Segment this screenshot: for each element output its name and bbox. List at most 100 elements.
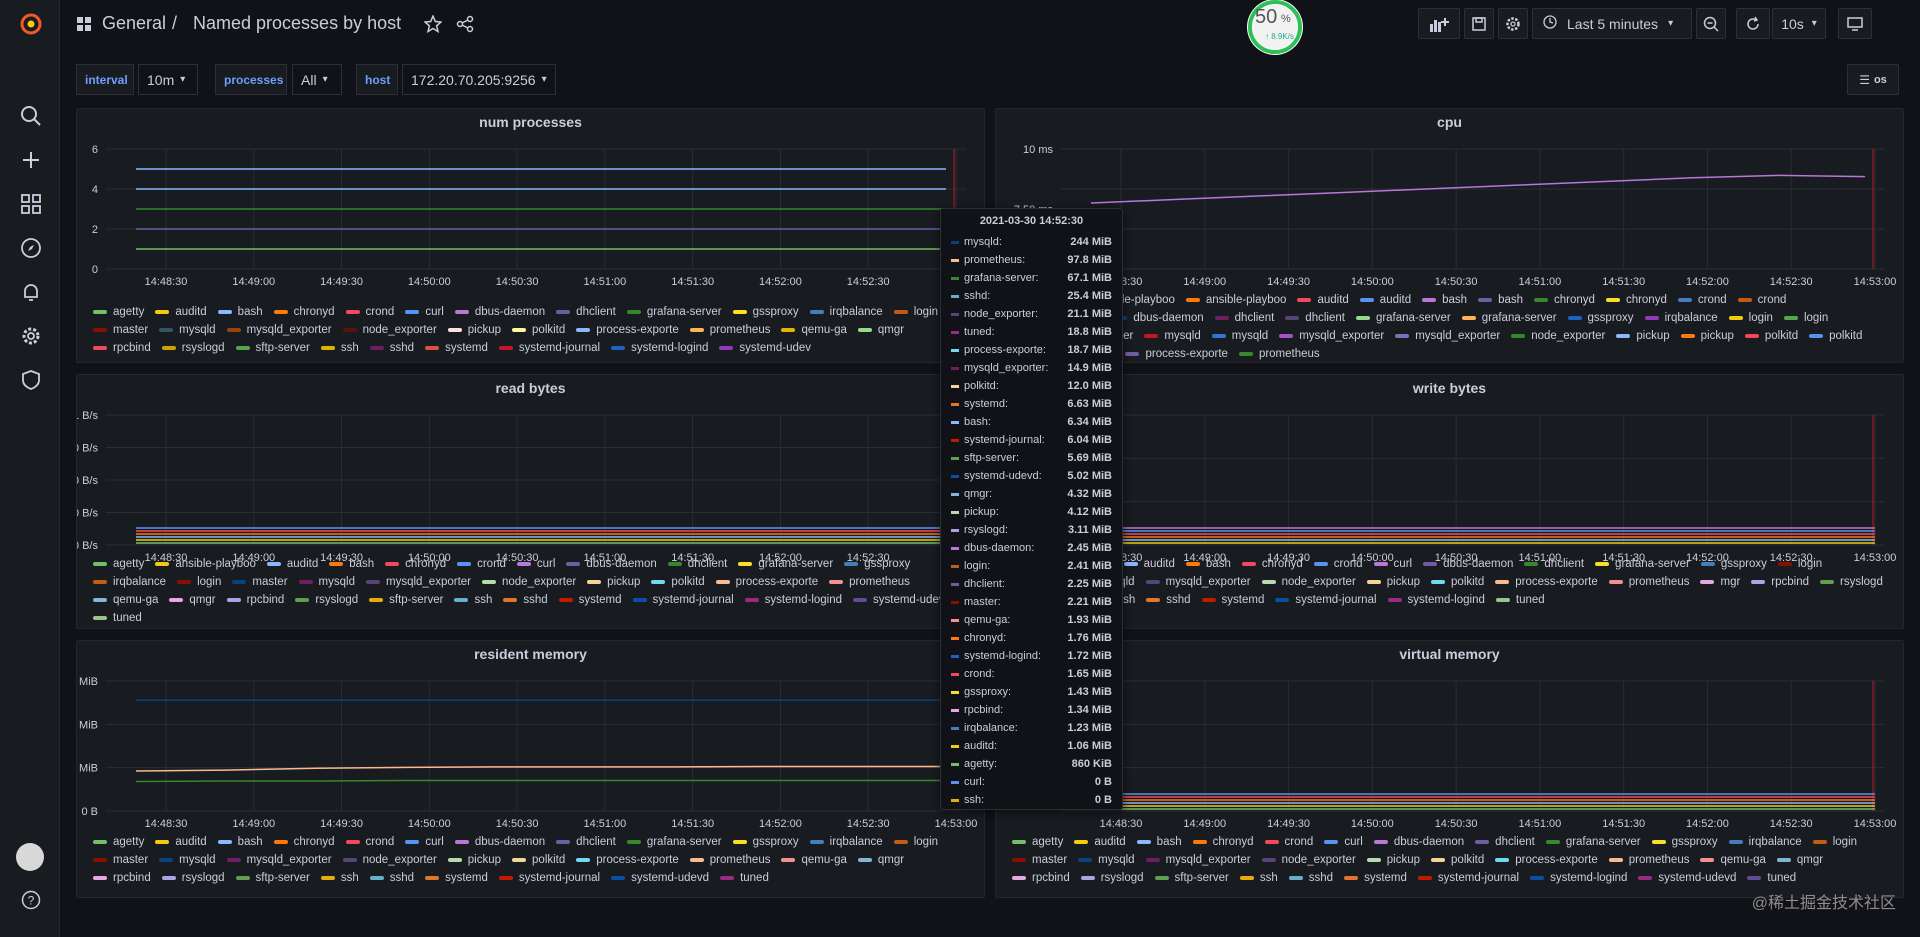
panel-read-bytes[interactable]: read bytes 1 B/s 0.750 B/s 0.500 B/s 0.250 B… (76, 374, 985, 629)
legend-item[interactable]: ssh (1239, 869, 1278, 887)
legend-item[interactable]: rpcbind (226, 591, 284, 609)
legend-item[interactable]: pickup (1366, 851, 1420, 869)
legend-item[interactable]: auditd (1123, 555, 1175, 573)
refresh-icon[interactable] (1736, 8, 1770, 39)
legend-item[interactable]: node_exporter (342, 851, 437, 869)
legend-item[interactable]: auditd (155, 833, 207, 851)
legend-item[interactable]: irqbalance (93, 573, 166, 591)
legend-item[interactable]: ssh (320, 869, 359, 887)
legend-item[interactable]: curl (1373, 555, 1412, 573)
legend-item[interactable]: qmgr (857, 851, 904, 869)
os-link-button[interactable]: ☰ os (1847, 64, 1899, 95)
legend-item[interactable]: prometheus (1238, 345, 1320, 362)
legend-item[interactable]: chronyd (273, 303, 335, 321)
legend-item[interactable]: auditd (1074, 833, 1126, 851)
legend-item[interactable]: tuned (1747, 869, 1796, 887)
legend-item[interactable]: bash (1185, 555, 1231, 573)
legend-item[interactable]: qmgr (857, 321, 904, 339)
panel-title[interactable]: resident memory (474, 646, 587, 662)
legend-item[interactable]: login (177, 573, 221, 591)
legend-item[interactable]: pickup (587, 573, 640, 591)
legend-item[interactable]: dbus-daemon (1113, 309, 1204, 327)
legend-item[interactable]: irqbalance (809, 303, 883, 321)
zoom-out-icon[interactable] (1696, 8, 1726, 39)
legend-item[interactable]: curl (405, 303, 444, 321)
legend-item[interactable]: prometheus (689, 321, 770, 339)
legend-item[interactable]: chronyd (1241, 555, 1303, 573)
legend-item[interactable]: node_exporter (482, 573, 576, 591)
legend-item[interactable]: qemu-ga (781, 321, 847, 339)
legend-item[interactable]: gssproxy (844, 555, 910, 573)
legend-item[interactable]: crond (345, 303, 394, 321)
legend-item[interactable]: bash (217, 833, 263, 851)
legend-item[interactable]: mysqld (298, 573, 355, 591)
legend-item[interactable]: dbus-daemon (1373, 833, 1464, 851)
time-range-picker[interactable]: Last 5 minutes ▾ (1532, 8, 1692, 39)
panel-resident-memory[interactable]: resident memory 286 MiB 191 MiB 95.4 MiB 0 B… (76, 640, 985, 898)
legend-item[interactable]: master (1012, 851, 1067, 869)
legend-item[interactable]: chronyd (1605, 291, 1667, 309)
legend-item[interactable]: tuned (1495, 591, 1545, 609)
breadcrumb-folder[interactable]: General (102, 13, 167, 33)
tv-mode-icon[interactable] (1838, 8, 1872, 39)
legend-item[interactable]: mysqld_exporter (1145, 851, 1251, 869)
legend-item[interactable]: polkitd (1431, 573, 1484, 591)
legend-item[interactable]: mysqld (1211, 327, 1268, 345)
legend-item[interactable]: sshd (369, 869, 414, 887)
legend-item[interactable]: bash (1478, 291, 1523, 309)
legend-item[interactable]: auditd (1297, 291, 1349, 309)
legend-item[interactable]: crond (1313, 555, 1363, 573)
refresh-interval-picker[interactable]: 10s ▾ (1772, 8, 1826, 39)
legend-item[interactable]: systemd-logind (1530, 869, 1627, 887)
legend-item[interactable]: bash (1422, 291, 1467, 309)
legend-item[interactable]: tuned (93, 609, 142, 627)
legend-item[interactable]: prometheus (689, 851, 770, 869)
legend-item[interactable]: rpcbind (93, 869, 151, 887)
legend-item[interactable]: dbus-daemon (566, 555, 657, 573)
legend-item[interactable]: systemd-journal (1275, 591, 1377, 609)
legend-item[interactable]: polkitd (1809, 327, 1862, 345)
variable-select-interval[interactable]: 10m ▾ (138, 64, 198, 95)
share-icon[interactable] (456, 15, 474, 38)
legend-item[interactable]: rsyslogd (295, 591, 358, 609)
legend-item[interactable]: master (232, 573, 288, 591)
legend-item[interactable]: sshd (503, 591, 548, 609)
legend-item[interactable]: ansible-playboo (1185, 291, 1286, 309)
panel-title[interactable]: virtual memory (1399, 646, 1500, 662)
avatar[interactable] (16, 843, 44, 871)
legend-item[interactable]: gssproxy (732, 303, 799, 321)
save-icon[interactable] (1464, 8, 1494, 39)
plus-icon[interactable] (19, 148, 43, 172)
legend-item[interactable]: polkitd (1744, 327, 1798, 345)
legend-item[interactable]: prometheus (1608, 573, 1689, 591)
legend-item[interactable]: bash (1136, 833, 1182, 851)
legend-item[interactable]: chronyd (1192, 833, 1254, 851)
legend-item[interactable]: prometheus (1608, 851, 1689, 869)
legend-item[interactable]: dbus-daemon (454, 833, 545, 851)
legend-item[interactable]: login (893, 833, 938, 851)
panel-title[interactable]: write bytes (1412, 380, 1487, 396)
legend-item[interactable]: mysqld_exporter (365, 573, 471, 591)
legend-item[interactable]: login (893, 303, 938, 321)
legend-item[interactable]: rsyslogd (1080, 869, 1144, 887)
legend-item[interactable]: systemd-journal (498, 339, 600, 357)
legend-item[interactable]: sftp-server (369, 591, 443, 609)
legend-item[interactable]: grafana-server (626, 303, 722, 321)
legend-item[interactable]: qemu-ga (93, 591, 158, 609)
legend-item[interactable]: systemd-logind (611, 339, 708, 357)
legend-item[interactable]: grafana-server (626, 833, 722, 851)
legend-item[interactable]: agetty (93, 833, 144, 851)
legend-item[interactable]: systemd-journal (1417, 869, 1519, 887)
legend-item[interactable]: process-exporte (576, 321, 679, 339)
legend-item[interactable]: rsyslogd (161, 339, 225, 357)
legend-item[interactable]: mysqld (159, 321, 216, 339)
legend-item[interactable]: crond (1737, 291, 1786, 309)
legend-item[interactable]: sftp-server (235, 869, 310, 887)
legend-item[interactable]: bash (329, 555, 374, 573)
legend-item[interactable]: qmgr (1776, 851, 1823, 869)
legend-item[interactable]: grafana-server (1461, 309, 1557, 327)
legend-item[interactable]: rpcbind (1012, 869, 1070, 887)
legend-item[interactable]: dhclient (1214, 309, 1274, 327)
legend-item[interactable]: prometheus (829, 573, 910, 591)
